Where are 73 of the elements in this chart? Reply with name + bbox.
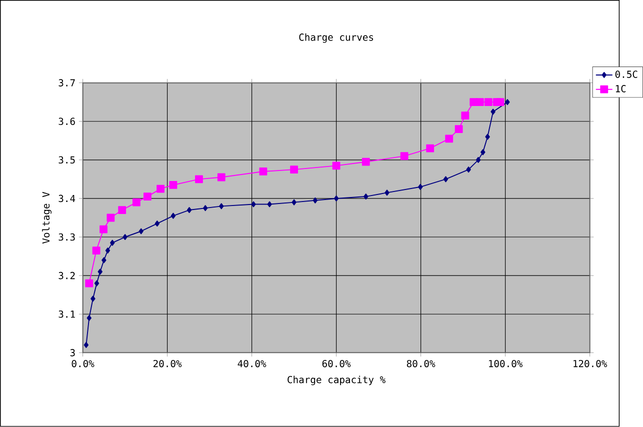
point [364,194,368,200]
point [170,212,176,219]
x-tick-label: 40.0% [238,360,266,368]
point [143,192,152,201]
point [476,157,481,163]
point [132,198,140,206]
x-tick-label: 80.0% [406,360,436,368]
point [100,225,108,234]
point [118,206,126,214]
point [105,248,110,254]
point [84,342,89,348]
y-tick-label: 3.1 [58,310,75,318]
y-tick-label: 3.3 [58,233,75,241]
x-tick-label: 20.0% [154,360,182,368]
point [219,203,224,210]
point [169,181,178,190]
x-tick-label: 0.0% [72,360,94,368]
point [485,134,490,140]
x-tick-label: 120.0% [574,360,608,368]
y-tick-label: 3.7 [58,79,75,87]
point [202,205,208,212]
point [466,166,471,173]
point [312,197,318,204]
point [484,98,492,106]
point [454,125,463,134]
point [102,257,106,264]
point [490,108,496,115]
point [384,190,390,196]
y-tick-label: 3.6 [58,118,75,126]
point [334,196,339,202]
point [186,207,192,214]
point [426,144,434,152]
point [461,112,470,120]
y-tick-label: 3.2 [58,272,75,280]
y-tick-label: 3.5 [58,156,75,164]
point [251,201,256,208]
legend-label: 1C [616,85,626,92]
chart-title: Charge curves [299,33,374,43]
point [290,166,298,174]
point [94,280,100,286]
point [138,228,144,234]
point [106,214,115,222]
point [445,134,454,143]
point [122,234,128,240]
point [86,315,92,322]
point [110,240,115,246]
point [505,99,510,106]
x-tick-label: 100.0% [489,360,523,368]
point [400,152,408,160]
point [85,279,94,288]
point [195,175,203,184]
point [154,220,160,227]
point [156,184,164,193]
point [480,149,486,156]
point [90,296,96,302]
legend-label: 0.5C [615,70,638,78]
y-axis-title: Voltage V [42,192,52,244]
point [292,199,296,206]
point [98,268,102,275]
point [259,168,268,176]
x-tick-label: 60.0% [322,360,351,368]
point [496,98,504,106]
point [418,184,423,190]
point [332,162,340,170]
point [267,201,272,208]
point [217,173,226,182]
point [92,246,100,255]
point [476,98,484,106]
x-axis-title: Charge capacity % [288,376,386,386]
y-tick-label: 3 [70,349,75,356]
point [443,176,448,182]
y-tick-label: 3.4 [58,194,76,202]
point [362,158,370,166]
